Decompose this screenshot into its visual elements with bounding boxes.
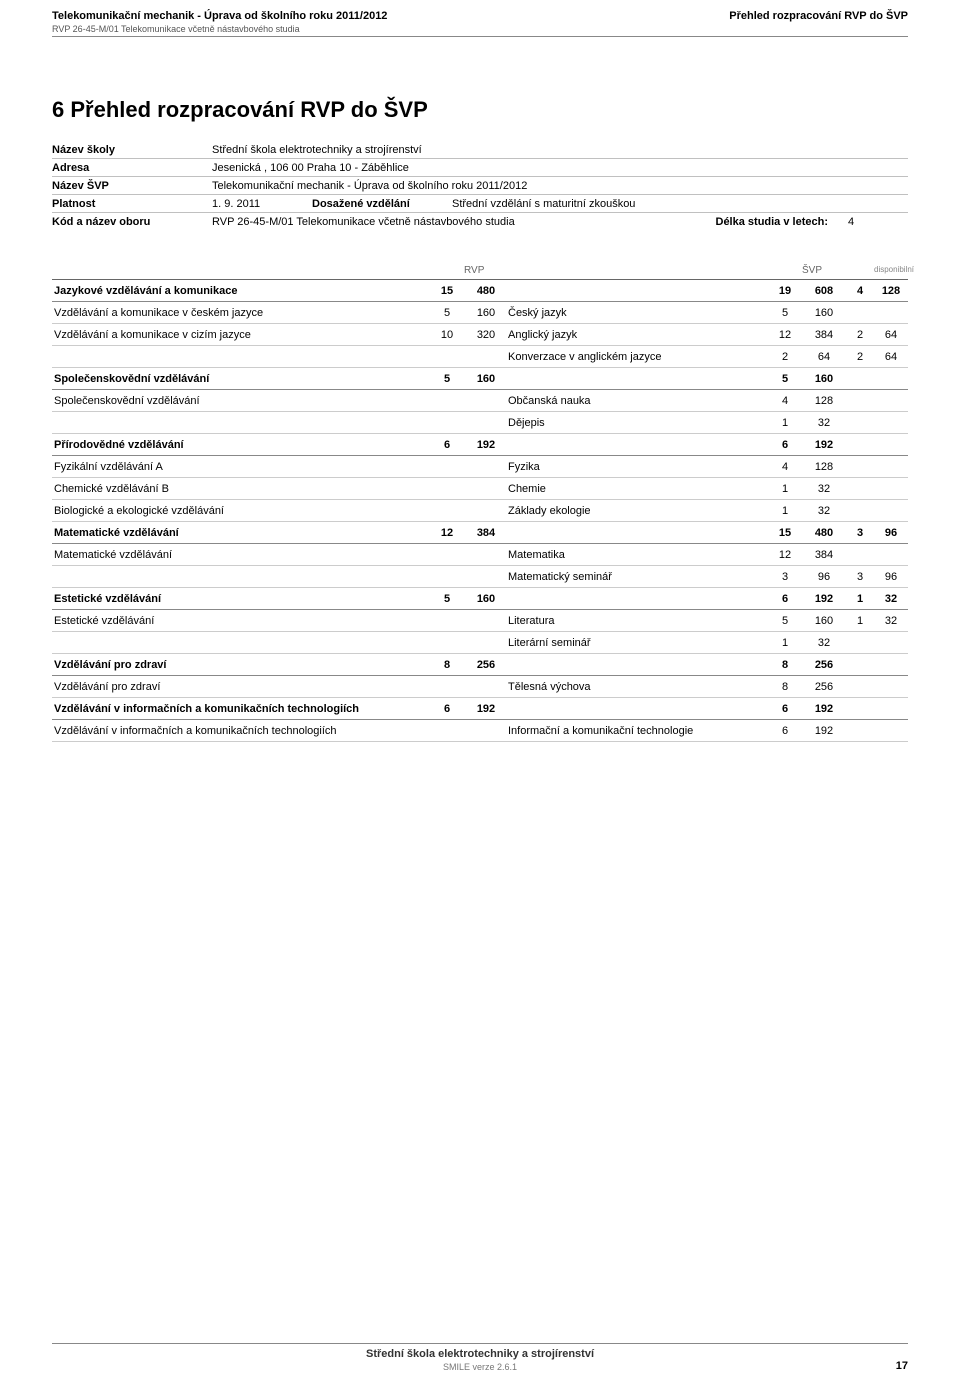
- value-adresa: Jesenická , 106 00 Praha 10 - Záběhlice: [212, 162, 908, 174]
- table-header: RVP ŠVP disponibilní: [52, 239, 908, 280]
- table-row: Estetické vzdělávání51606192132: [52, 588, 908, 610]
- table-row: Matematické vzděláváníMatematika12384: [52, 544, 908, 566]
- footer-school: Střední škola elektrotechniky a strojíre…: [52, 1348, 908, 1360]
- table-row: Společenskovědní vzděláváníObčanská nauk…: [52, 390, 908, 412]
- table-row: Matematické vzdělávání1238415480396: [52, 522, 908, 544]
- table-row: Vzdělávání a komunikace v cizím jazyce10…: [52, 324, 908, 346]
- value-delka: 4: [848, 216, 908, 228]
- table-row: Vzdělávání a komunikace v českém jazyce5…: [52, 302, 908, 324]
- value-platnost: 1. 9. 2011: [212, 198, 312, 210]
- table-row: Jazykové vzdělávání a komunikace15480196…: [52, 280, 908, 302]
- table-row: Literární seminář132: [52, 632, 908, 654]
- header-left: Telekomunikační mechanik - Úprava od ško…: [52, 10, 387, 34]
- footer-page: 17: [896, 1360, 908, 1372]
- table-row: Vzdělávání pro zdraví82568256: [52, 654, 908, 676]
- table-row: Vzdělávání v informačních a komunikačníc…: [52, 720, 908, 742]
- label-platnost: Platnost: [52, 198, 212, 210]
- header-title: Telekomunikační mechanik - Úprava od ško…: [52, 10, 387, 22]
- footer-version: SMILE verze 2.6.1: [52, 1362, 908, 1372]
- value-kod: RVP 26-45-M/01 Telekomunikace včetně nás…: [212, 216, 716, 228]
- table-row: Biologické a ekologické vzděláváníZáklad…: [52, 500, 908, 522]
- value-nazev-svp: Telekomunikační mechanik - Úprava od ško…: [212, 180, 908, 192]
- label-nazev-svp: Název ŠVP: [52, 180, 212, 192]
- th-svp: ŠVP: [802, 265, 846, 276]
- table-row: Matematický seminář396396: [52, 566, 908, 588]
- value-nazev-skoly: Střední škola elektrotechniky a strojíre…: [212, 144, 908, 156]
- label-nazev-skoly: Název školy: [52, 144, 212, 156]
- page-header: Telekomunikační mechanik - Úprava od ško…: [52, 10, 908, 37]
- section-title: 6 Přehled rozpracování RVP do ŠVP: [52, 97, 908, 123]
- table-row: Přírodovědné vzdělávání61926192: [52, 434, 908, 456]
- info-block: Název školy Střední škola elektrotechnik…: [52, 141, 908, 231]
- page-footer: Střední škola elektrotechniky a strojíre…: [52, 1343, 908, 1372]
- label-kod: Kód a název oboru: [52, 216, 212, 228]
- table-row: Společenskovědní vzdělávání51605160: [52, 368, 908, 390]
- label-delka: Délka studia v letech:: [716, 216, 829, 228]
- value-dosazene: Střední vzdělání s maturitní zkouškou: [452, 198, 635, 210]
- table-row: Estetické vzděláváníLiteratura5160132: [52, 610, 908, 632]
- table-row: Vzdělávání pro zdravíTělesná výchova8256: [52, 676, 908, 698]
- table-body: Jazykové vzdělávání a komunikace15480196…: [52, 280, 908, 742]
- table-row: Konverzace v anglickém jazyce264264: [52, 346, 908, 368]
- table-row: Fyzikální vzdělávání AFyzika4128: [52, 456, 908, 478]
- th-rvp: RVP: [464, 265, 508, 276]
- th-disp: disponibilní: [874, 265, 908, 276]
- label-dosazene: Dosažené vzdělání: [312, 198, 452, 210]
- label-adresa: Adresa: [52, 162, 212, 174]
- header-subtitle: RVP 26-45-M/01 Telekomunikace včetně nás…: [52, 24, 387, 34]
- table-row: Chemické vzdělávání BChemie132: [52, 478, 908, 500]
- table-row: Vzdělávání v informačních a komunikačníc…: [52, 698, 908, 720]
- table-row: Dějepis132: [52, 412, 908, 434]
- header-right: Přehled rozpracování RVP do ŠVP: [729, 10, 908, 34]
